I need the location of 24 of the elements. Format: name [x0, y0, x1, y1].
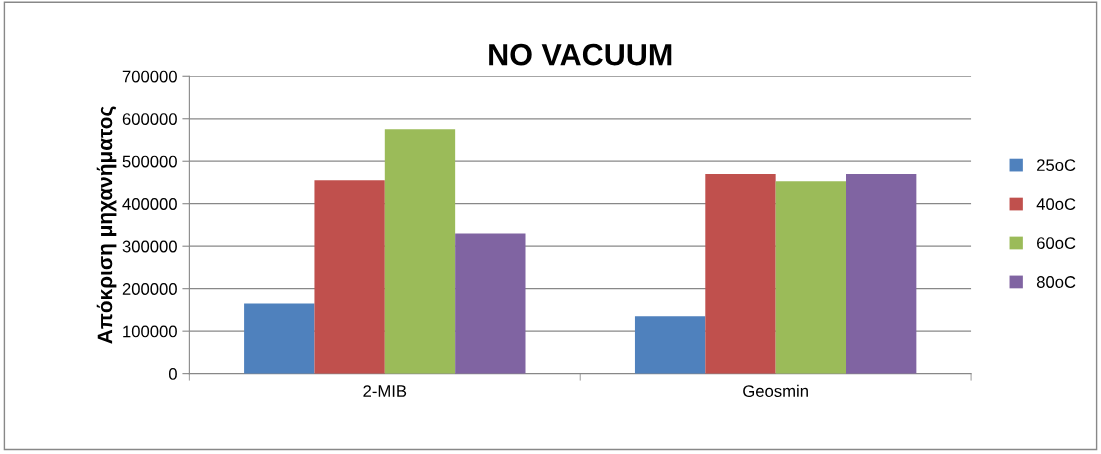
bar — [705, 173, 776, 374]
y-tick-label: 500000 — [122, 155, 177, 168]
legend-label: 60oC — [1037, 237, 1076, 249]
legend-label: 80oC — [1036, 276, 1076, 288]
bar — [775, 181, 847, 374]
y-tick-label: 200000 — [122, 283, 177, 295]
y-tick-label: 400000 — [122, 198, 177, 210]
y-tick-label: 0 — [168, 368, 177, 380]
bar — [634, 316, 706, 374]
y-tick-label: 700000 — [122, 70, 177, 83]
bar — [384, 129, 456, 374]
y-tick-label: 300000 — [122, 240, 177, 253]
legend-label: 40oC — [1036, 198, 1076, 210]
legend-label: 25oC — [1037, 159, 1076, 172]
x-tick-label: 2-MIB — [363, 385, 407, 397]
y-tick-label: 600000 — [122, 113, 177, 125]
bar — [455, 233, 526, 374]
y-tick-label: 100000 — [123, 325, 177, 338]
bar — [244, 303, 315, 374]
y-axis-title: Απόκριση μηχανήματος — [96, 106, 117, 344]
chart-title: NO VACUUM — [489, 43, 672, 66]
bar — [846, 173, 917, 374]
x-tick-label: Geosmin — [743, 384, 808, 397]
bar — [314, 180, 385, 374]
